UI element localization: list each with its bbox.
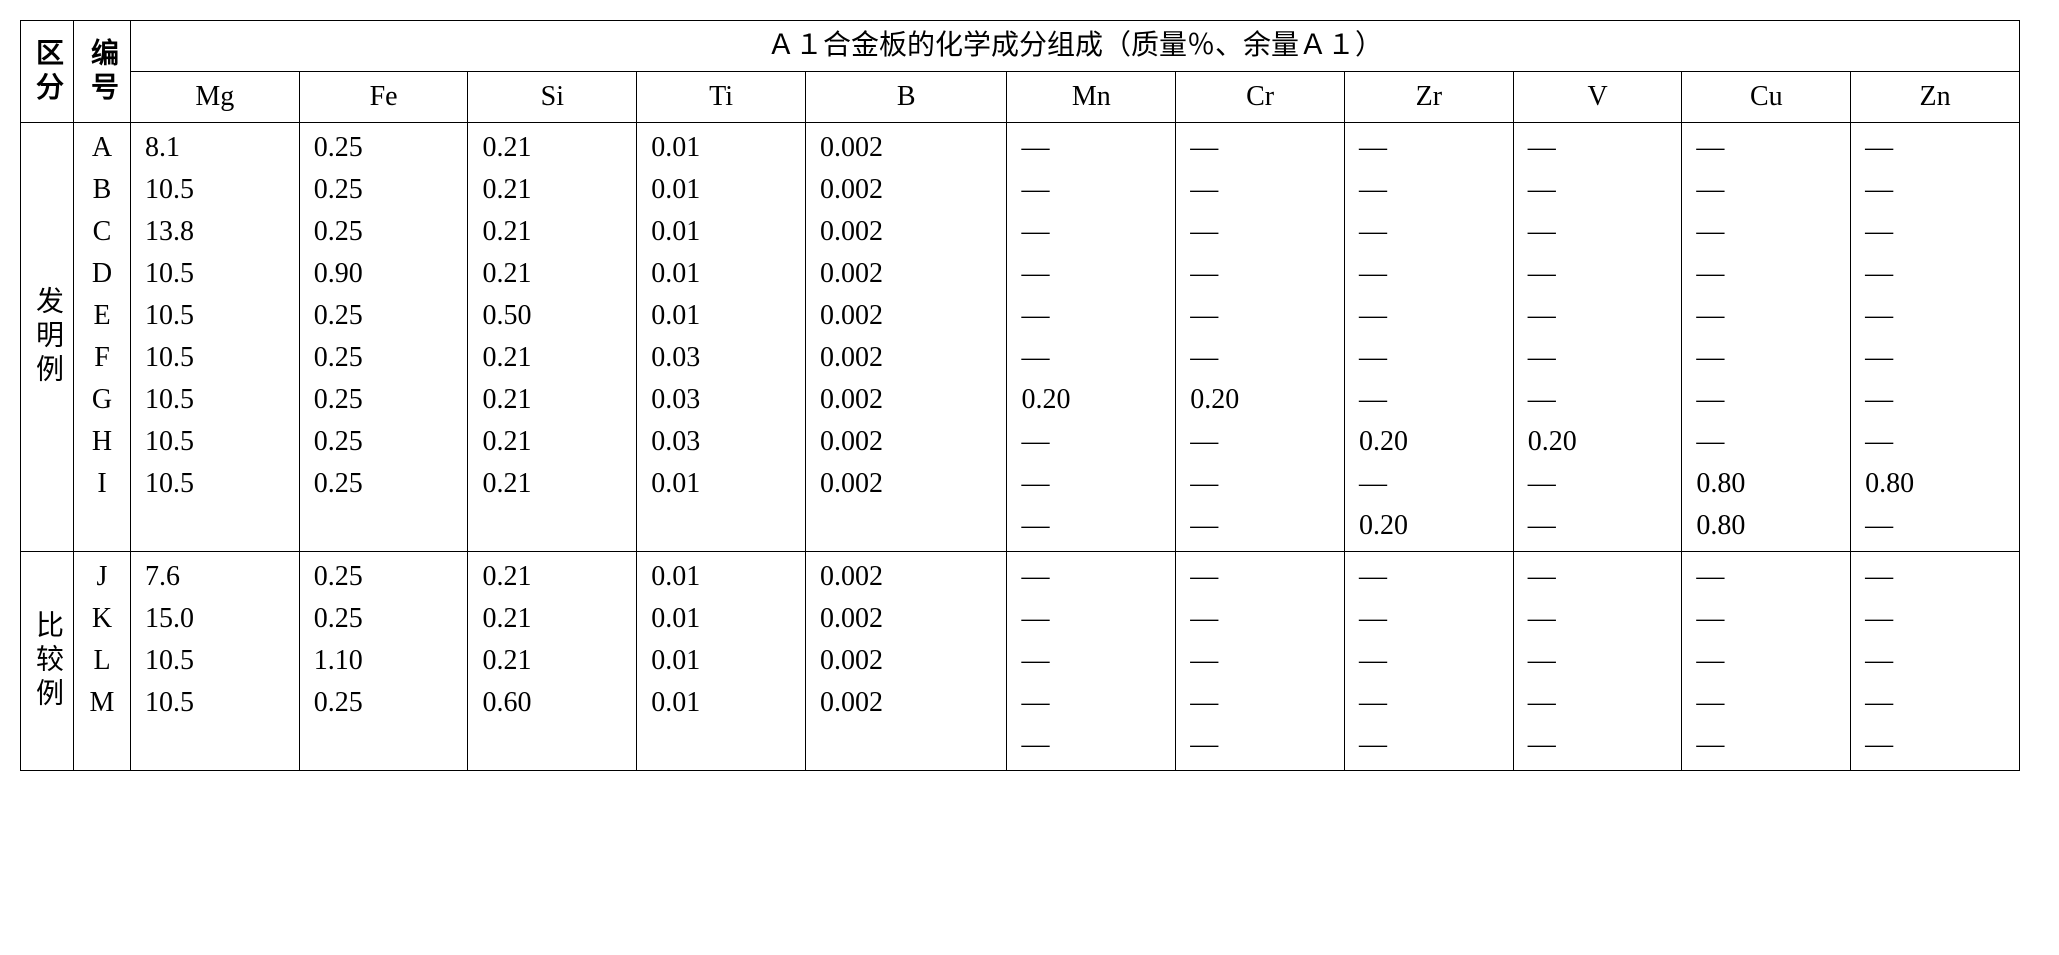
data-cell: ———————0.20—— — [1513, 123, 1682, 552]
col-v: V — [1513, 72, 1682, 123]
col-mg: Mg — [131, 72, 300, 123]
data-cell: 0.210.210.210.210.500.210.210.210.21 — [468, 123, 637, 552]
sub-header-row: Mg Fe Si Ti B Mn Cr Zr V Cu Zn — [21, 72, 2020, 123]
data-cell: 0.210.210.210.60 — [468, 552, 637, 771]
data-cell: 0.250.251.100.25 — [299, 552, 468, 771]
col-zr: Zr — [1344, 72, 1513, 123]
data-cell: 7.615.010.510.5 — [131, 552, 300, 771]
data-cell: 0.010.010.010.01 — [637, 552, 806, 771]
col-ti: Ti — [637, 72, 806, 123]
data-cell: ———————0.20—0.20 — [1344, 123, 1513, 552]
row-ids: JKLM — [74, 552, 131, 771]
data-cell: ————————0.80— — [1851, 123, 2020, 552]
data-cell: 0.010.010.010.010.010.030.030.030.01 — [637, 123, 806, 552]
data-cell: ————— — [1176, 552, 1345, 771]
col-header-category: 区分 — [21, 21, 74, 123]
data-cell: 0.0020.0020.0020.002 — [805, 552, 1007, 771]
col-zn: Zn — [1851, 72, 2020, 123]
data-cell: ————— — [1007, 552, 1176, 771]
data-cell: ————— — [1851, 552, 2020, 771]
col-si: Si — [468, 72, 637, 123]
data-cell: ————— — [1682, 552, 1851, 771]
group-label: 比较例 — [21, 552, 74, 771]
col-cr: Cr — [1176, 72, 1345, 123]
data-cell: ——————0.20——— — [1176, 123, 1345, 552]
data-cell: 8.110.513.810.510.510.510.510.510.5 — [131, 123, 300, 552]
col-fe: Fe — [299, 72, 468, 123]
alloy-composition-table: 区分 编号 Ａ１合金板的化学成分组成（质量％、余量Ａ１） Mg Fe Si Ti… — [20, 20, 2020, 771]
table-body: 发明例ABCDEFGHI 8.110.513.810.510.510.510.5… — [21, 123, 2020, 771]
col-cu: Cu — [1682, 72, 1851, 123]
data-cell: ————— — [1344, 552, 1513, 771]
data-cell: ————— — [1513, 552, 1682, 771]
col-mn: Mn — [1007, 72, 1176, 123]
row-ids: ABCDEFGHI — [74, 123, 131, 552]
data-cell: ————————0.800.80 — [1682, 123, 1851, 552]
table-title: Ａ１合金板的化学成分组成（质量％、余量Ａ１） — [131, 21, 2020, 72]
col-header-id: 编号 — [74, 21, 131, 123]
group-label: 发明例 — [21, 123, 74, 552]
data-cell: 0.0020.0020.0020.0020.0020.0020.0020.002… — [805, 123, 1007, 552]
data-cell: ——————0.20——— — [1007, 123, 1176, 552]
col-b: B — [805, 72, 1007, 123]
data-cell: 0.250.250.250.900.250.250.250.250.25 — [299, 123, 468, 552]
